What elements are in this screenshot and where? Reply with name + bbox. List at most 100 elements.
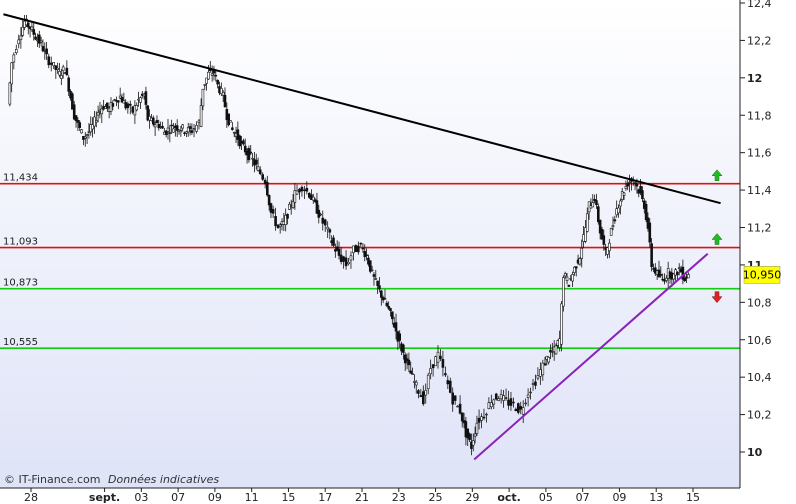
candle-body: [236, 129, 240, 140]
candle-body: [96, 112, 100, 116]
candle-body: [456, 405, 459, 408]
candle-body: [492, 399, 496, 405]
candle-body: [30, 26, 34, 31]
candle-body: [139, 97, 142, 103]
candle-body: [370, 269, 374, 272]
candle-body: [349, 255, 353, 261]
candle-body: [497, 398, 500, 401]
candle-body: [499, 394, 503, 400]
candle-body: [39, 40, 43, 43]
trend-line: [3, 13, 721, 205]
candle-body: [135, 105, 139, 111]
candle-body: [21, 26, 25, 36]
candle-body: [339, 254, 343, 262]
candle-body: [120, 97, 124, 103]
candle-body: [295, 190, 299, 195]
candle-body: [321, 217, 325, 224]
candle-body: [276, 224, 280, 228]
candle-body: [639, 185, 642, 194]
y-tick-label: 10,6: [747, 334, 772, 347]
candle-body: [683, 277, 687, 282]
candle-body: [477, 417, 481, 423]
candle-body: [56, 67, 59, 70]
candle-body: [424, 389, 428, 396]
candle-body: [357, 245, 360, 253]
candle-body: [85, 134, 89, 136]
candle-body: [326, 226, 329, 230]
candle-body: [521, 407, 525, 415]
candle-body: [190, 130, 194, 133]
candle-body: [61, 66, 65, 72]
candle-body: [311, 196, 315, 201]
candle-body: [197, 120, 201, 123]
level-label: 11,434: [3, 173, 38, 184]
candle-body: [624, 186, 628, 189]
candle-body: [531, 383, 535, 385]
credit-source: © IT-Finance.com: [4, 473, 101, 486]
candle-body: [243, 145, 247, 153]
candle-body: [41, 46, 45, 52]
candle-body: [549, 349, 552, 353]
candle-body: [229, 120, 232, 123]
candle-body: [83, 136, 87, 139]
credit-note: Données indicatives: [108, 473, 219, 486]
candle-body: [19, 35, 23, 41]
arrow-up-icon: [711, 169, 723, 181]
candle-body: [65, 67, 69, 76]
candle-body: [144, 91, 148, 105]
candle-body: [199, 105, 203, 127]
candle-body: [344, 257, 348, 267]
candle-body: [45, 48, 48, 55]
candle-body: [659, 274, 663, 276]
candle-body: [261, 174, 265, 180]
candle-body: [460, 412, 464, 422]
svg-text:© IT-Finance.com Donné: © IT-Finance.com Données indicatives: [4, 473, 219, 486]
candle-body: [106, 102, 109, 109]
candle-body: [458, 403, 462, 414]
plot-background: [0, 0, 740, 488]
y-tick-label: 11,8: [747, 109, 772, 122]
candle-body: [315, 200, 319, 214]
candle-body: [265, 181, 269, 196]
candle-body: [421, 391, 425, 405]
candle-body: [118, 95, 122, 99]
candle-body: [332, 237, 335, 246]
x-tick-label: 15: [281, 491, 295, 504]
candle-body: [619, 200, 622, 207]
candle-body: [317, 209, 321, 218]
candle-body: [91, 124, 94, 130]
candle-body: [26, 22, 30, 28]
candle-body: [595, 200, 598, 206]
candle-body: [153, 124, 157, 128]
x-tick-label: 23: [392, 491, 406, 504]
candle-body: [560, 303, 563, 345]
current-price-tag: 10,950: [743, 266, 781, 284]
x-tick-label: 11: [245, 491, 259, 504]
candle-body: [172, 128, 175, 133]
x-tick-label: 05: [539, 491, 553, 504]
candle-body: [157, 124, 161, 129]
candle-body: [414, 381, 418, 386]
candle-body: [517, 403, 520, 413]
candle-body: [254, 159, 258, 165]
candle-body: [574, 266, 578, 269]
candle-body: [611, 225, 615, 228]
candle-body: [608, 242, 611, 252]
candle-body: [220, 88, 223, 95]
candle-body: [565, 276, 569, 281]
candle-body: [471, 440, 475, 446]
candle-body: [563, 273, 567, 277]
candle-body: [622, 192, 626, 196]
candle-body: [672, 273, 675, 280]
x-tick-label: 13: [649, 491, 663, 504]
candle-body: [232, 132, 236, 134]
y-tick-label: 12: [747, 72, 762, 85]
candle-body: [291, 201, 295, 208]
candle-body: [251, 157, 254, 160]
candle-body: [354, 245, 358, 253]
candle-body: [100, 108, 104, 115]
candle-body: [380, 290, 383, 298]
level-label: 10,873: [3, 278, 38, 289]
candle-body: [475, 422, 479, 434]
candle-body: [534, 381, 537, 386]
